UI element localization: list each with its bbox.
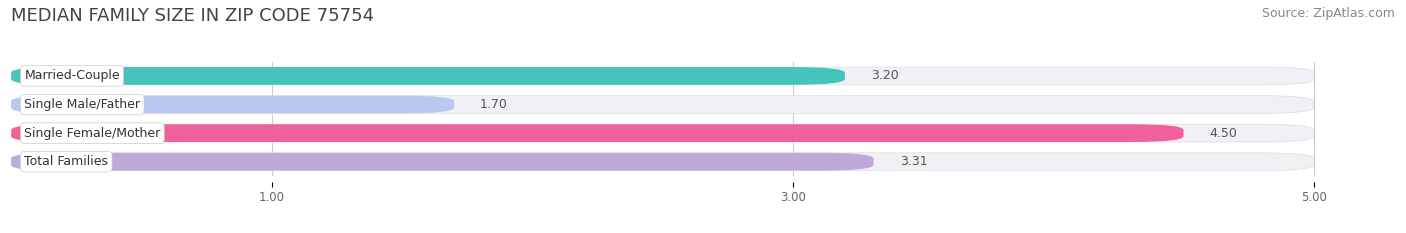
Text: Married-Couple: Married-Couple (24, 69, 120, 82)
Text: 1.70: 1.70 (481, 98, 508, 111)
Text: Total Families: Total Families (24, 155, 108, 168)
FancyBboxPatch shape (11, 67, 845, 85)
Text: 4.50: 4.50 (1209, 127, 1237, 140)
Text: Single Female/Mother: Single Female/Mother (24, 127, 160, 140)
FancyBboxPatch shape (11, 67, 1313, 85)
FancyBboxPatch shape (11, 96, 1313, 113)
Text: Single Male/Father: Single Male/Father (24, 98, 141, 111)
Text: Source: ZipAtlas.com: Source: ZipAtlas.com (1261, 7, 1395, 20)
FancyBboxPatch shape (11, 153, 1313, 171)
Text: MEDIAN FAMILY SIZE IN ZIP CODE 75754: MEDIAN FAMILY SIZE IN ZIP CODE 75754 (11, 7, 374, 25)
FancyBboxPatch shape (11, 153, 873, 171)
FancyBboxPatch shape (11, 124, 1184, 142)
FancyBboxPatch shape (11, 124, 1313, 142)
Text: 3.20: 3.20 (870, 69, 898, 82)
Text: 3.31: 3.31 (900, 155, 927, 168)
FancyBboxPatch shape (11, 96, 454, 113)
